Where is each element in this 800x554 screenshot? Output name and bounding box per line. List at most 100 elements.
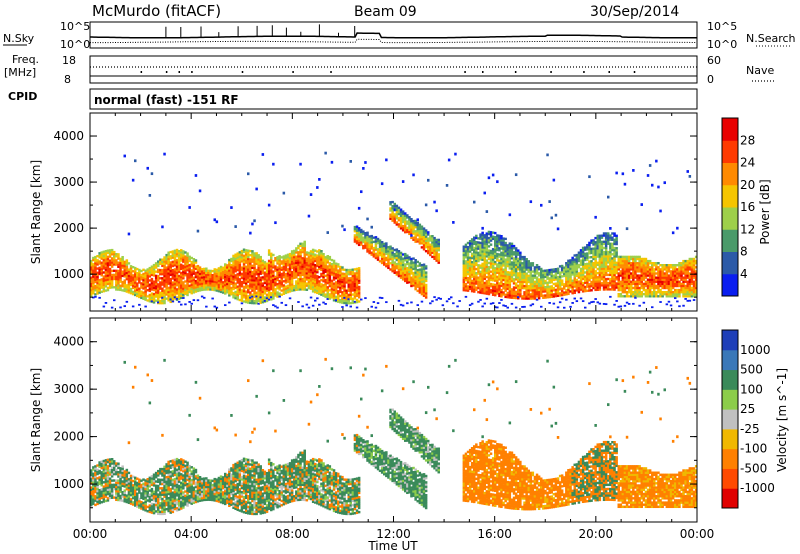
power-cell — [609, 246, 612, 250]
power-cell — [311, 263, 315, 266]
power-cell — [491, 248, 495, 251]
power-cell — [240, 276, 244, 280]
power-cell — [489, 285, 493, 288]
power-cell — [96, 284, 99, 287]
power-cell — [598, 255, 602, 258]
power-cell — [131, 270, 135, 273]
power-cell — [267, 298, 271, 301]
power-cell — [270, 292, 273, 295]
power-cell — [617, 288, 620, 292]
power-cell — [433, 249, 436, 252]
power-cell — [297, 288, 300, 291]
power-cell — [437, 238, 440, 242]
power-cell — [491, 256, 495, 259]
power-cell — [642, 278, 646, 281]
power-cell — [226, 266, 229, 269]
power-cell — [447, 298, 451, 300]
power-cell — [609, 277, 612, 281]
power-cell — [383, 244, 386, 248]
power-cell — [429, 235, 432, 238]
power-cell — [215, 274, 219, 278]
power-cell — [305, 274, 309, 277]
power-cell — [483, 265, 486, 268]
power-cell — [571, 256, 574, 260]
power-cell — [615, 238, 618, 242]
power-cell — [567, 288, 570, 291]
power-cell — [579, 278, 583, 281]
power-cell — [521, 280, 524, 284]
power-cell — [481, 240, 484, 243]
power-cell — [644, 270, 648, 273]
power-cell — [188, 276, 191, 279]
power-cell — [188, 265, 191, 269]
power-cell — [253, 268, 256, 272]
power-cell — [560, 279, 564, 282]
power-cell — [514, 292, 518, 296]
power-cell — [368, 245, 371, 249]
power-cell — [251, 272, 254, 276]
power-cell — [391, 207, 394, 210]
power-cell — [389, 249, 392, 253]
power-cell — [282, 292, 286, 295]
power-cell — [159, 281, 162, 284]
power-cell — [238, 267, 242, 271]
power-cell — [303, 269, 306, 273]
power-cell — [525, 291, 528, 294]
power-cell — [270, 285, 273, 289]
power-cell — [249, 254, 252, 257]
power-cell — [548, 289, 551, 293]
power-cell — [307, 262, 311, 265]
power-cell — [395, 206, 399, 210]
power-cell — [357, 275, 361, 278]
power-cell — [190, 273, 193, 276]
power-cell — [347, 298, 350, 301]
power-cell — [207, 275, 210, 279]
power-cell — [110, 273, 114, 277]
power-cell — [270, 256, 273, 260]
power-cell — [575, 285, 579, 288]
power-cell — [514, 247, 518, 250]
power-cell — [636, 262, 639, 265]
power-cell — [316, 258, 319, 261]
power-cell — [117, 284, 120, 287]
power-cell — [297, 257, 300, 260]
power-cell — [412, 222, 415, 225]
power-cell — [297, 255, 300, 258]
power-cell — [475, 263, 478, 267]
power-cell — [602, 288, 606, 291]
power-cell — [161, 268, 164, 272]
power-cell — [502, 293, 505, 296]
power-cell — [209, 288, 212, 291]
power-cell — [242, 256, 246, 260]
power-cell — [119, 270, 122, 273]
power-cell — [113, 257, 116, 260]
power-cell — [123, 287, 126, 291]
power-cell — [464, 266, 468, 269]
power-cell — [366, 233, 369, 237]
power-cell — [414, 230, 417, 233]
power-cell — [475, 280, 478, 283]
power-cell — [567, 286, 570, 289]
power-cell — [399, 264, 403, 267]
power-cell — [535, 268, 539, 271]
power-cell — [609, 248, 612, 252]
power-cell — [307, 274, 311, 277]
power-cell — [134, 289, 137, 293]
power-cell — [514, 251, 518, 254]
power-cell — [324, 285, 327, 288]
power-cell — [290, 256, 294, 259]
power-cell — [625, 282, 629, 286]
power-cell — [272, 297, 275, 300]
power-cell — [240, 302, 244, 305]
power-cell — [374, 236, 378, 239]
power-cell — [636, 270, 639, 273]
power-cell — [523, 278, 526, 282]
power-cell — [167, 292, 170, 296]
power-cell — [483, 292, 486, 295]
power-cell — [175, 290, 179, 293]
power-cell — [393, 219, 396, 222]
power-cell — [470, 269, 474, 272]
power-cell — [579, 261, 583, 264]
power-cell — [134, 269, 137, 272]
noise-right-tick-top: 10^5 — [707, 20, 737, 33]
